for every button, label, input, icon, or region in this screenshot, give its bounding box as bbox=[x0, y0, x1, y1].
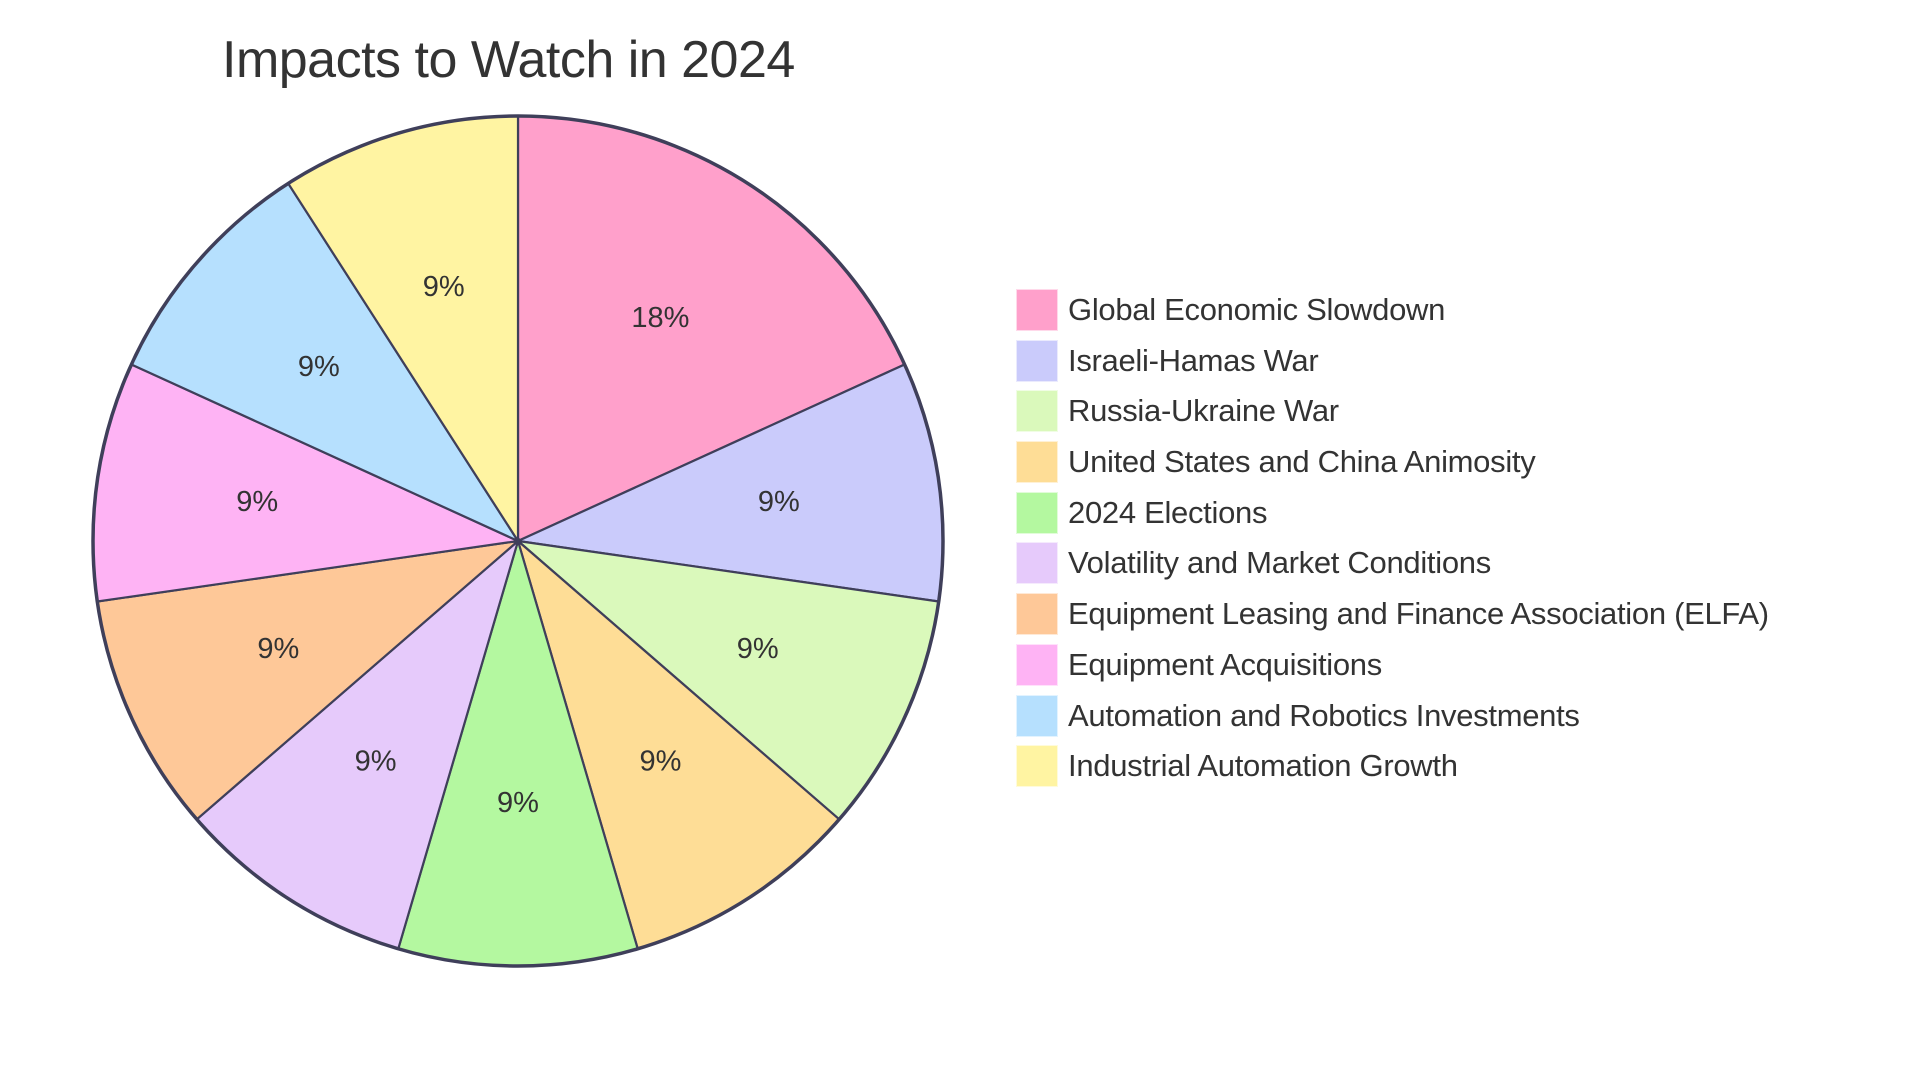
legend-item: Equipment Acquisitions bbox=[1016, 643, 1769, 687]
slice-percent-label: 9% bbox=[355, 745, 397, 777]
chart-title: Impacts to Watch in 2024 bbox=[222, 31, 795, 89]
legend-label: Global Economic Slowdown bbox=[1068, 292, 1446, 327]
pie-slices bbox=[91, 114, 945, 968]
pie-outline bbox=[91, 114, 945, 968]
legend-swatch bbox=[1016, 593, 1058, 636]
legend-label: Equipment Leasing and Finance Associatio… bbox=[1068, 596, 1769, 632]
legend-item: United States and China Animosity bbox=[1016, 440, 1769, 484]
legend-swatch bbox=[1016, 491, 1058, 534]
legend-label: Equipment Acquisitions bbox=[1068, 646, 1382, 682]
slice-percent-label: 9% bbox=[639, 745, 681, 777]
legend: Global Economic Slowdown Israeli-Hamas Wa… bbox=[1016, 288, 1769, 795]
legend-item: Automation and Robotics Investments bbox=[1016, 694, 1769, 738]
legend-swatch bbox=[1016, 339, 1058, 382]
legend-swatch bbox=[1016, 441, 1058, 484]
legend-item: Israeli-Hamas War bbox=[1016, 339, 1769, 383]
legend-item: Russia-Ukraine War bbox=[1016, 389, 1769, 433]
slice-percent-label: 9% bbox=[236, 486, 278, 518]
legend-label: United States and China Animosity bbox=[1068, 444, 1536, 480]
legend-swatch bbox=[1016, 542, 1058, 585]
slice-percent-label: 18% bbox=[631, 302, 689, 334]
legend-item: 2024 Elections bbox=[1016, 491, 1769, 535]
legend-swatch bbox=[1016, 289, 1058, 331]
legend-swatch bbox=[1016, 390, 1058, 433]
slice-percent-label: 9% bbox=[497, 787, 539, 819]
legend-item: Global Economic Slowdown bbox=[1016, 288, 1769, 332]
pie-slice-labels: 18% 9% 9% 9% 9% 9% 9% 9% 9% 9% bbox=[236, 271, 800, 819]
slice-percent-label: 9% bbox=[758, 486, 800, 518]
legend-swatch bbox=[1016, 694, 1058, 737]
slice-percent-label: 9% bbox=[257, 633, 299, 665]
legend-swatch bbox=[1016, 643, 1058, 686]
legend-label: Israeli-Hamas War bbox=[1068, 342, 1319, 378]
legend-item: Equipment Leasing and Finance Associatio… bbox=[1016, 592, 1769, 636]
legend-label: Automation and Robotics Investments bbox=[1068, 697, 1580, 733]
legend-label: 2024 Elections bbox=[1068, 494, 1268, 530]
slice-percent-label: 9% bbox=[298, 351, 340, 383]
slice-percent-label: 9% bbox=[737, 633, 779, 665]
slice-percent-label: 9% bbox=[423, 271, 465, 303]
legend-label: Industrial Automation Growth bbox=[1068, 748, 1458, 784]
legend-item: Industrial Automation Growth bbox=[1016, 744, 1769, 788]
legend-label: Volatility and Market Conditions bbox=[1068, 545, 1491, 581]
legend-item: Volatility and Market Conditions bbox=[1016, 541, 1769, 585]
legend-swatch bbox=[1016, 745, 1058, 788]
legend-label: Russia-Ukraine War bbox=[1068, 393, 1339, 429]
